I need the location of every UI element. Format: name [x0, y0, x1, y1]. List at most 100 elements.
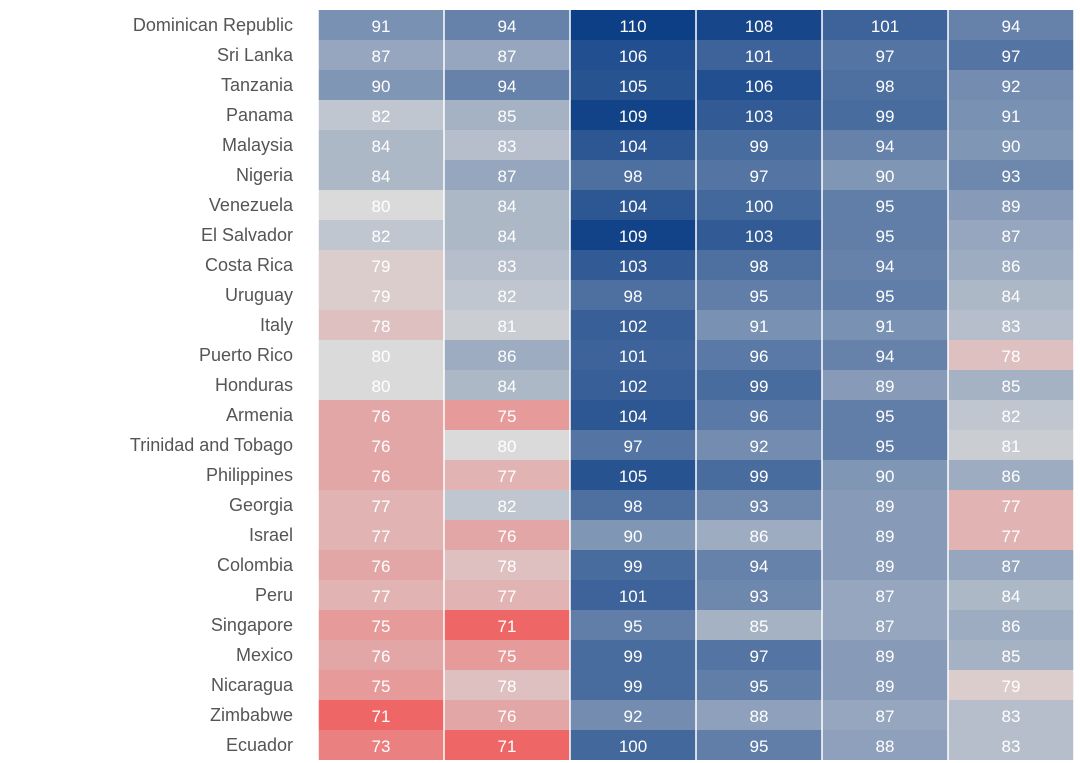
heatmap-cell	[444, 250, 570, 280]
heatmap-cell	[570, 430, 696, 460]
heatmap-cell	[318, 40, 444, 70]
cell-value-label: 94	[876, 347, 895, 366]
cell-value-label: 75	[498, 647, 517, 666]
cell-value-label: 95	[876, 437, 895, 456]
heatmap-cell	[948, 370, 1074, 400]
heatmap-cell	[318, 310, 444, 340]
heatmap-cell	[696, 730, 822, 760]
cell-value-label: 108	[745, 17, 773, 36]
cell-value-label: 89	[876, 377, 895, 396]
heatmap-cell	[570, 220, 696, 250]
cell-value-label: 98	[750, 257, 769, 276]
heatmap-cell	[822, 10, 948, 40]
heatmap-cell	[696, 160, 822, 190]
row-label: Georgia	[229, 495, 294, 515]
heatmap-cell	[570, 100, 696, 130]
cell-value-label: 78	[372, 317, 391, 336]
cell-value-label: 90	[372, 77, 391, 96]
heatmap-cell	[948, 640, 1074, 670]
heatmap-cell	[570, 70, 696, 100]
heatmap-cell	[696, 430, 822, 460]
heatmap-cell	[696, 400, 822, 430]
heatmap-cell	[318, 610, 444, 640]
heatmap-cell	[318, 460, 444, 490]
cell-value-label: 91	[876, 317, 895, 336]
cell-value-label: 87	[498, 47, 517, 66]
cell-value-label: 83	[498, 257, 517, 276]
cell-value-label: 86	[1002, 617, 1021, 636]
heatmap-cell	[948, 10, 1074, 40]
heatmap-cell	[696, 610, 822, 640]
row-label: El Salvador	[201, 225, 293, 245]
heatmap-cell	[444, 70, 570, 100]
cell-value-label: 100	[619, 737, 647, 756]
row-labels: Dominican Republic Sri Lanka Tanzania Panam…	[130, 15, 294, 755]
cell-value-label: 95	[750, 737, 769, 756]
heatmap-cell	[822, 460, 948, 490]
cell-value-label: 95	[876, 407, 895, 426]
cell-value-label: 77	[498, 467, 517, 486]
cell-value-label: 82	[498, 497, 517, 516]
heatmap-cell	[948, 70, 1074, 100]
heatmap-cell	[570, 580, 696, 610]
cell-value-label: 101	[871, 17, 899, 36]
cell-value-label: 86	[1002, 467, 1021, 486]
heatmap-cell	[948, 310, 1074, 340]
heatmap-cell	[570, 520, 696, 550]
row-label: Nicaragua	[211, 675, 294, 695]
heatmap-cell	[444, 640, 570, 670]
heatmap-cell	[570, 490, 696, 520]
cell-value-label: 104	[619, 197, 647, 216]
row-label: Italy	[260, 315, 293, 335]
cell-value-label: 92	[750, 437, 769, 456]
cell-value-label: 77	[372, 497, 391, 516]
heatmap-cell	[822, 280, 948, 310]
cell-value-label: 98	[624, 167, 643, 186]
heatmap-cell	[822, 670, 948, 700]
cell-value-label: 76	[372, 437, 391, 456]
cell-value-label: 109	[619, 227, 647, 246]
cell-value-label: 91	[372, 17, 391, 36]
cell-value-label: 95	[624, 617, 643, 636]
row-label: Dominican Republic	[133, 15, 293, 35]
heatmap-cell	[822, 220, 948, 250]
heatmap-cell	[822, 490, 948, 520]
cell-value-label: 101	[619, 347, 647, 366]
row-label: Honduras	[215, 375, 293, 395]
cell-value-label: 76	[372, 557, 391, 576]
cell-value-label: 82	[1002, 407, 1021, 426]
heatmap-cell	[948, 100, 1074, 130]
heatmap-cell	[696, 580, 822, 610]
heatmap-cell	[444, 490, 570, 520]
cell-value-label: 85	[498, 107, 517, 126]
heatmap-cell	[948, 250, 1074, 280]
heatmap-cell	[948, 460, 1074, 490]
cell-value-label: 93	[750, 587, 769, 606]
heatmap-cell	[948, 190, 1074, 220]
heatmap-cell	[696, 190, 822, 220]
cell-value-label: 94	[498, 77, 517, 96]
cell-value-label: 97	[876, 47, 895, 66]
heatmap-cell	[822, 370, 948, 400]
row-label: Armenia	[226, 405, 294, 425]
heatmap-cell	[696, 490, 822, 520]
cell-value-label: 78	[498, 557, 517, 576]
cell-value-label: 99	[750, 137, 769, 156]
heatmap-cell	[318, 130, 444, 160]
heatmap-cell	[948, 400, 1074, 430]
cell-value-label: 84	[1002, 287, 1021, 306]
heatmap-cell	[444, 10, 570, 40]
cell-value-label: 99	[750, 377, 769, 396]
heatmap-cell	[948, 280, 1074, 310]
cell-value-label: 93	[750, 497, 769, 516]
heatmap-cell	[822, 580, 948, 610]
heatmap-cell	[444, 700, 570, 730]
heatmap-cell	[822, 40, 948, 70]
heatmap-cell	[822, 610, 948, 640]
cell-value-label: 80	[372, 377, 391, 396]
heatmap-cell	[948, 520, 1074, 550]
heatmap-cells: 91 94 110 108 101 94 87 87 106 101 97 97 90 94 105 106 9…	[318, 10, 1074, 760]
heatmap-cell	[696, 40, 822, 70]
row-label: Trinidad and Tobago	[130, 435, 293, 455]
